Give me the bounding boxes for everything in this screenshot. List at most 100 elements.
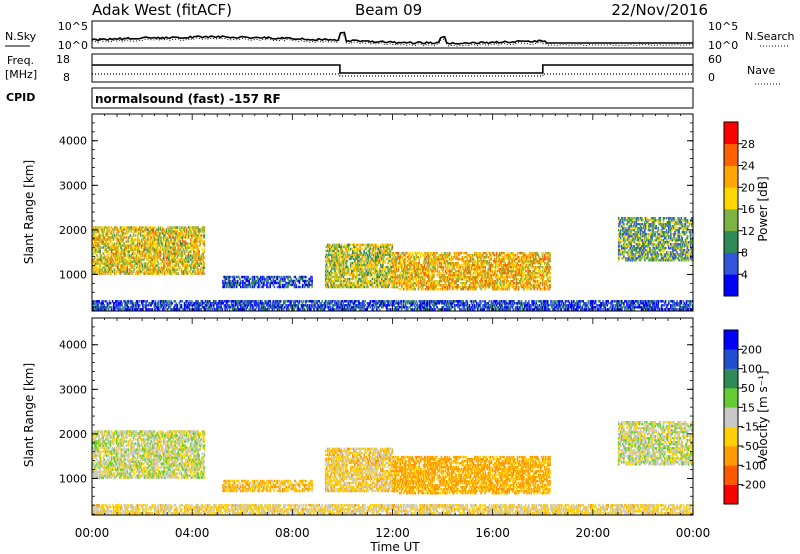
echo-cell: [167, 226, 169, 229]
echo-cell: [132, 260, 135, 263]
echo-cell: [139, 242, 141, 245]
echo-cell: [121, 228, 123, 231]
echo-cell: [112, 230, 115, 233]
echo-cell: [153, 272, 156, 275]
echo-cell: [148, 256, 150, 259]
nave-tick-bottom: 0: [708, 71, 715, 84]
echo-cell: [156, 232, 159, 235]
echo-cell: [120, 252, 122, 255]
echo-cell: [146, 234, 148, 237]
echo-cell: [153, 238, 156, 241]
echo-cell: [106, 254, 109, 257]
echo-cell: [253, 275, 256, 279]
echo-cell: [392, 251, 395, 255]
echo-cell: [134, 228, 137, 231]
echo-cell: [105, 238, 108, 241]
echo-cell: [105, 240, 108, 243]
echo-cell: [112, 244, 115, 247]
echo-cell: [172, 230, 174, 233]
echo-cell: [129, 262, 132, 265]
echo-cell: [172, 258, 174, 261]
echo-cell: [92, 262, 94, 265]
echo-cell: [126, 270, 128, 273]
echo-cell: [124, 254, 126, 257]
echo-cell: [118, 244, 120, 247]
echo-cell: [135, 254, 138, 257]
echo-cell: [92, 242, 94, 245]
echo-cell: [160, 272, 163, 275]
echo-cell: [172, 242, 174, 245]
echo-cell: [103, 270, 106, 273]
echo-cell: [131, 252, 134, 255]
echo-cell: [154, 252, 157, 255]
echo-cell: [120, 234, 122, 237]
echo-cell: [103, 266, 106, 269]
echo-cell: [171, 230, 173, 233]
echo-cell: [113, 272, 116, 275]
echo-cell: [144, 264, 146, 267]
echo-cell: [118, 242, 120, 245]
echo-cell: [146, 232, 148, 235]
echo-cell: [171, 232, 173, 235]
echo-cell: [123, 246, 125, 249]
echo-cell: [549, 272, 551, 275]
echo-cell: [133, 252, 136, 255]
echo-cell: [128, 272, 131, 275]
echo-cell: [152, 246, 155, 249]
echo-cell: [123, 236, 125, 239]
echo-cell: [479, 251, 481, 255]
echo-cell: [506, 251, 508, 255]
echo-cell: [124, 260, 126, 263]
echo-cell: [142, 266, 144, 269]
echo-cell: [126, 262, 128, 265]
echo-cell: [93, 248, 95, 251]
echo-cell: [157, 266, 160, 269]
echo-cell: [122, 238, 124, 241]
echo-cell: [134, 246, 137, 249]
echo-cell: [123, 264, 125, 267]
echo-cell: [120, 258, 122, 261]
echo-cell: [165, 272, 167, 275]
echo-cell: [166, 240, 168, 243]
echo-cell: [104, 244, 107, 247]
echo-cell: [174, 250, 176, 253]
echo-cell: [149, 250, 151, 253]
echo-cell: [161, 258, 164, 261]
echo-cell: [172, 244, 174, 247]
echo-cell: [173, 246, 175, 249]
echo-cell: [151, 266, 154, 269]
echo-cell: [331, 271, 333, 275]
echo-cell: [166, 238, 168, 241]
echo-cell: [172, 268, 174, 271]
echo-cell: [110, 250, 113, 253]
echo-cell: [146, 264, 148, 267]
echo-cell: [169, 260, 171, 263]
echo-cell: [137, 268, 140, 271]
echo-cell: [117, 264, 119, 267]
echo-cell: [118, 262, 120, 265]
echo-cell: [97, 236, 99, 239]
echo-cell: [136, 262, 139, 265]
echo-cell: [171, 262, 173, 265]
echo-cell: [93, 226, 95, 229]
echo-cell: [99, 270, 101, 273]
echo-cell: [110, 248, 113, 251]
echo-cell: [154, 244, 157, 247]
echo-cell: [171, 254, 173, 257]
echo-cell: [141, 262, 143, 265]
echo-cell: [440, 251, 443, 255]
echo-cell: [144, 226, 146, 229]
echo-cell: [104, 226, 107, 229]
echo-cell: [144, 244, 146, 247]
echo-cell: [96, 242, 98, 245]
nave-tick-top: 60: [708, 53, 722, 66]
echo-cell: [110, 244, 113, 247]
echo-cell: [126, 260, 128, 263]
echo-cell: [147, 258, 149, 261]
echo-cell: [141, 238, 143, 241]
echo-cell: [105, 230, 108, 233]
echo-cell: [134, 252, 137, 255]
echo-cell: [95, 260, 97, 263]
echo-cell: [170, 260, 172, 263]
echo-cell: [147, 250, 149, 253]
